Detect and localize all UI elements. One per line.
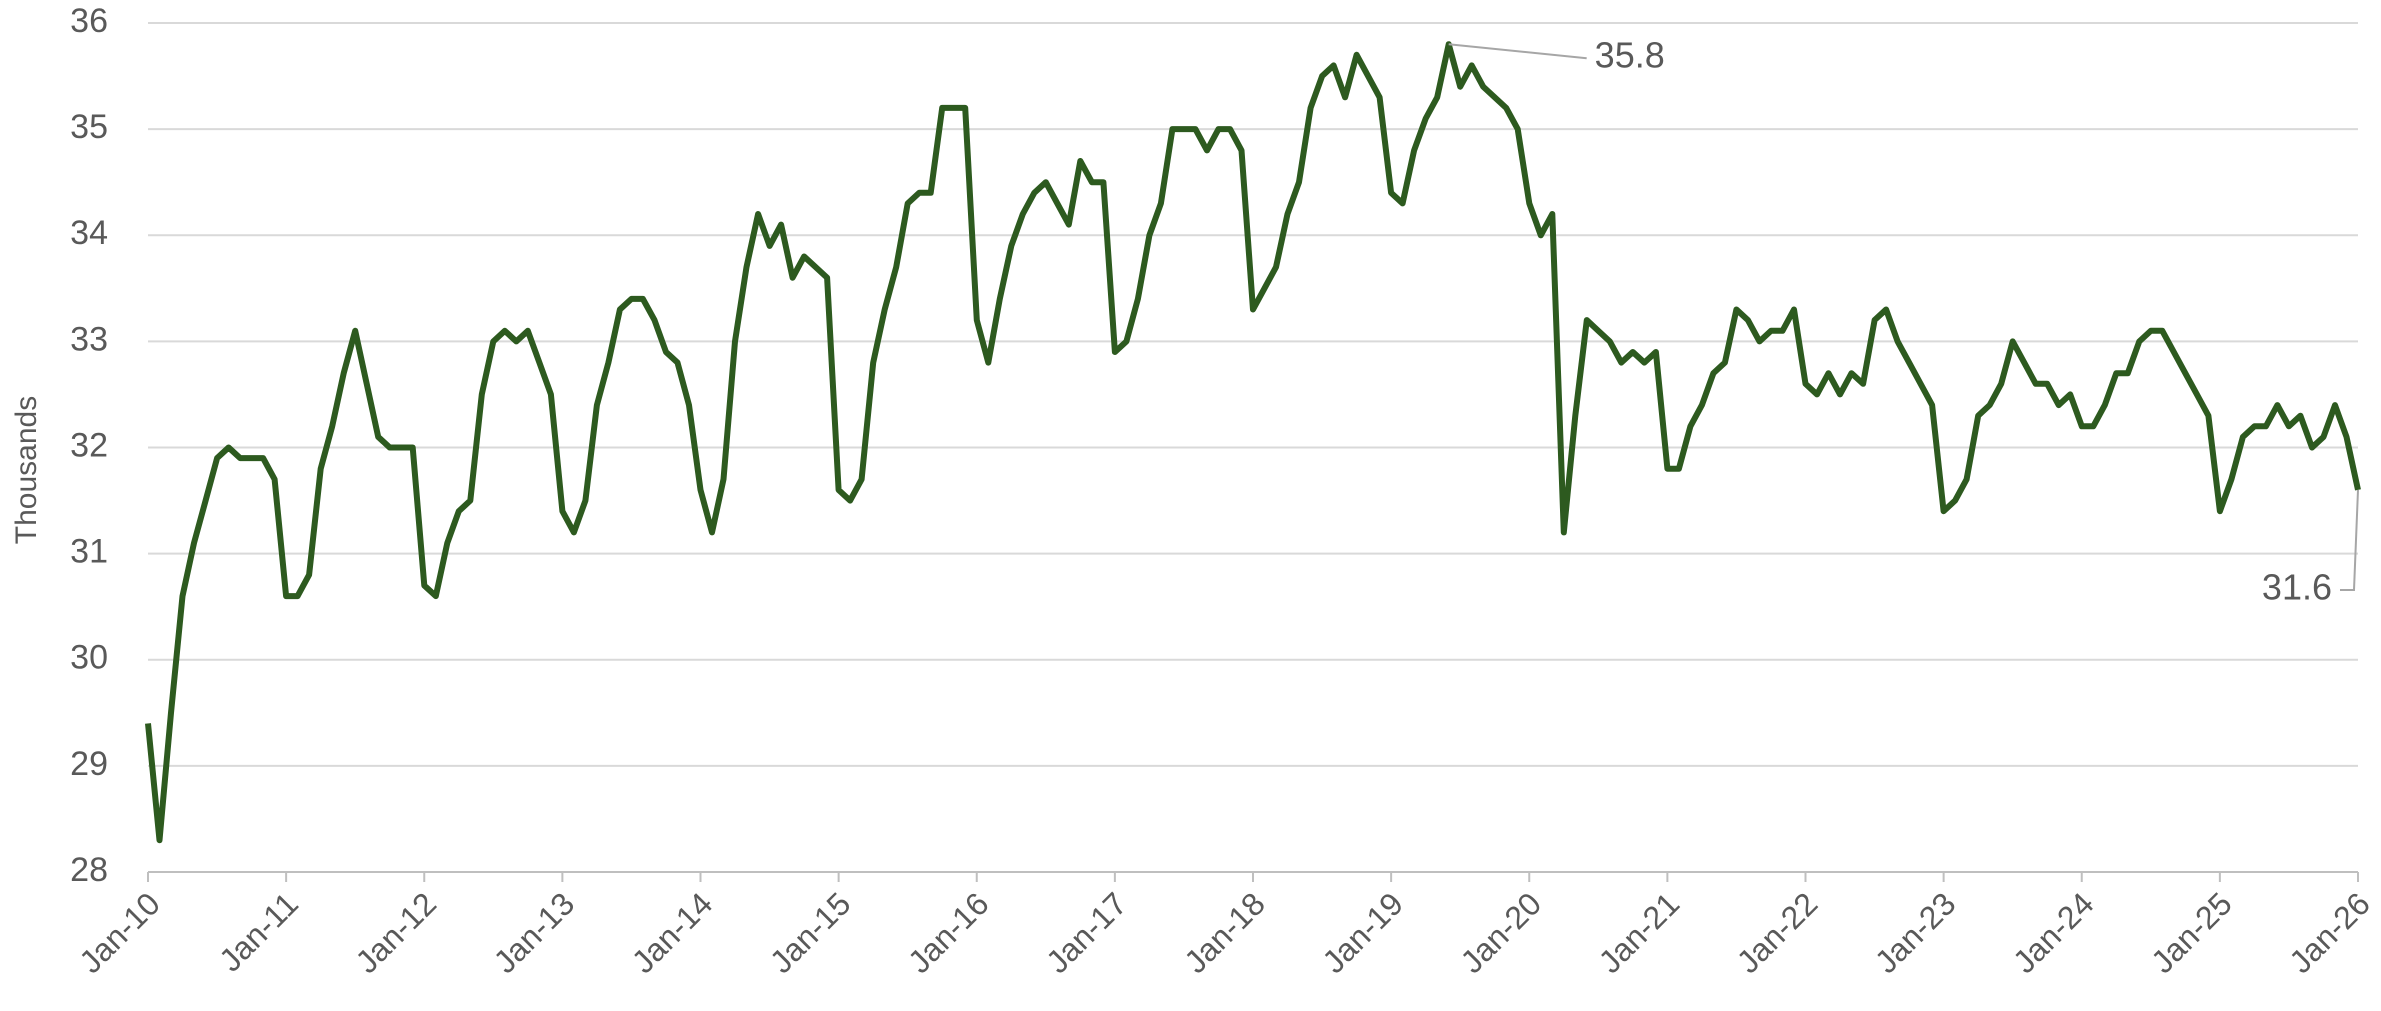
x-tick-label: Jan-17 [1039, 885, 1134, 980]
y-tick-label: 35 [70, 108, 108, 146]
x-tick-label: Jan-26 [2282, 885, 2377, 980]
leader-line [2340, 489, 2359, 591]
leader-line [1448, 43, 1587, 60]
x-tick-label: Jan-11 [212, 885, 305, 978]
x-tick-label: Jan-23 [1868, 885, 1963, 980]
data-label: 35.8 [1595, 35, 1665, 76]
x-tick-label: Jan-22 [1730, 885, 1825, 980]
y-tick-label: 33 [70, 320, 108, 358]
x-tick-label: Jan-18 [1177, 885, 1272, 980]
x-tick-label: Jan-20 [1454, 885, 1549, 980]
x-tick-label: Jan-21 [1592, 885, 1687, 980]
x-tick-label: Jan-15 [763, 885, 858, 980]
x-tick-label: Jan-19 [1315, 885, 1410, 980]
x-tick-label: Jan-24 [2006, 885, 2101, 980]
x-tick-label: Jan-14 [625, 885, 720, 980]
line-series [145, 41, 2361, 844]
y-tick-label: 29 [70, 745, 108, 783]
y-tick-label: 30 [70, 639, 108, 677]
x-tick-label: Jan-10 [72, 885, 167, 980]
x-tick-label: Jan-12 [349, 885, 444, 980]
y-tick-label: 28 [70, 851, 108, 889]
y-axis-title: Thousands [10, 396, 43, 544]
data-label: 31.6 [2262, 566, 2332, 607]
x-tick-label: Jan-13 [487, 885, 582, 980]
y-tick-label: 36 [70, 2, 108, 40]
y-tick-label: 31 [70, 533, 108, 571]
x-tick-label: Jan-16 [901, 885, 996, 980]
x-tick-label: Jan-25 [2144, 885, 2239, 980]
y-tick-label: 32 [70, 426, 108, 464]
y-tick-label: 34 [70, 214, 108, 252]
